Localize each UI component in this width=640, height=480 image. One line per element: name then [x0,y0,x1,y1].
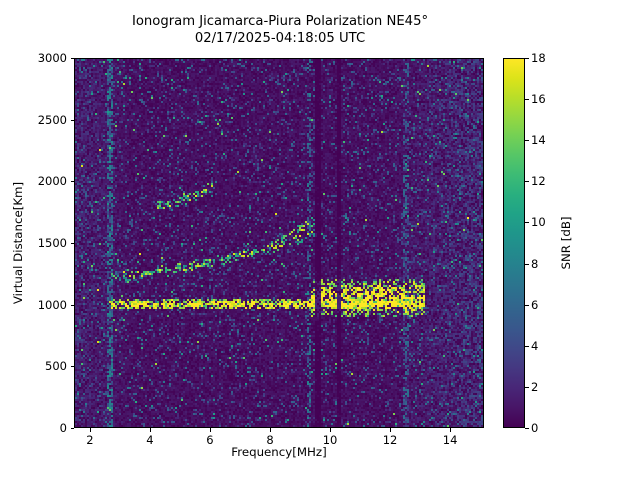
colorbar-tick-mark [525,181,529,182]
y-tick-mark [70,366,74,367]
y-tick-mark [70,58,74,59]
colorbar-tick-label: 6 [531,297,539,312]
colorbar-tick-label: 16 [531,92,546,107]
x-tick-label: 10 [322,433,338,447]
x-tick-label: 14 [442,433,458,447]
y-tick-mark [70,305,74,306]
y-tick-label: 2000 [37,174,67,189]
colorbar-tick-label: 12 [531,174,546,189]
colorbar-tick-label: 18 [531,51,546,65]
y-tick-label: 1500 [37,236,67,250]
colorbar-tick-label: 4 [531,338,539,353]
colorbar-tick-label: 10 [531,215,546,230]
colorbar-tick-mark [525,428,529,429]
colorbar-axis-label: SNR [dB] [559,216,573,270]
title-line-1: Ionogram Jicamarca-Piura Polarization NE… [131,14,429,29]
colorbar-tick-mark [525,264,529,265]
x-tick-label: 6 [206,433,214,447]
x-tick-mark [210,428,211,432]
colorbar-tick-label: 2 [531,379,539,394]
y-tick-label: 500 [45,359,67,374]
x-tick-mark [150,428,151,432]
colorbar-gradient [504,59,524,427]
ionogram-heatmap [75,59,483,427]
y-tick-mark [70,428,74,429]
x-tick-label: 4 [146,433,154,447]
y-tick-label: 1000 [37,297,67,312]
x-tick-mark [450,428,451,432]
colorbar-tick-mark [525,305,529,306]
y-tick-mark [70,243,74,244]
title-line-2: 02/17/2025-04:18:05 UTC [194,30,366,46]
colorbar-tick-mark [525,346,529,347]
colorbar-tick-mark [525,222,529,223]
ionogram-axes [74,58,484,428]
y-axis-label: Virtual Distance[Km] [11,181,25,305]
colorbar-tick-mark [525,387,529,388]
x-tick-mark [330,428,331,432]
colorbar-tick-mark [525,140,529,141]
x-tick-mark [270,428,271,432]
colorbar-tick-label: 14 [531,133,546,148]
x-axis-label: Frequency[MHz] [231,445,327,459]
colorbar-tick-label: 8 [531,256,539,271]
figure-title: Ionogram Jicamarca-Piura Polarization NE… [0,14,560,47]
y-tick-mark [70,120,74,121]
colorbar-tick-label: 0 [531,421,539,435]
x-tick-mark [90,428,91,432]
y-tick-label: 3000 [37,51,67,65]
colorbar-tick-mark [525,99,529,100]
y-tick-mark [70,181,74,182]
y-tick-label: 0 [59,421,67,435]
x-tick-label: 12 [382,433,398,447]
snr-colorbar [503,58,525,428]
y-tick-label: 2500 [37,112,67,127]
x-tick-label: 2 [86,433,94,447]
x-tick-label: 8 [266,433,274,447]
colorbar-tick-mark [525,58,529,59]
x-tick-mark [390,428,391,432]
